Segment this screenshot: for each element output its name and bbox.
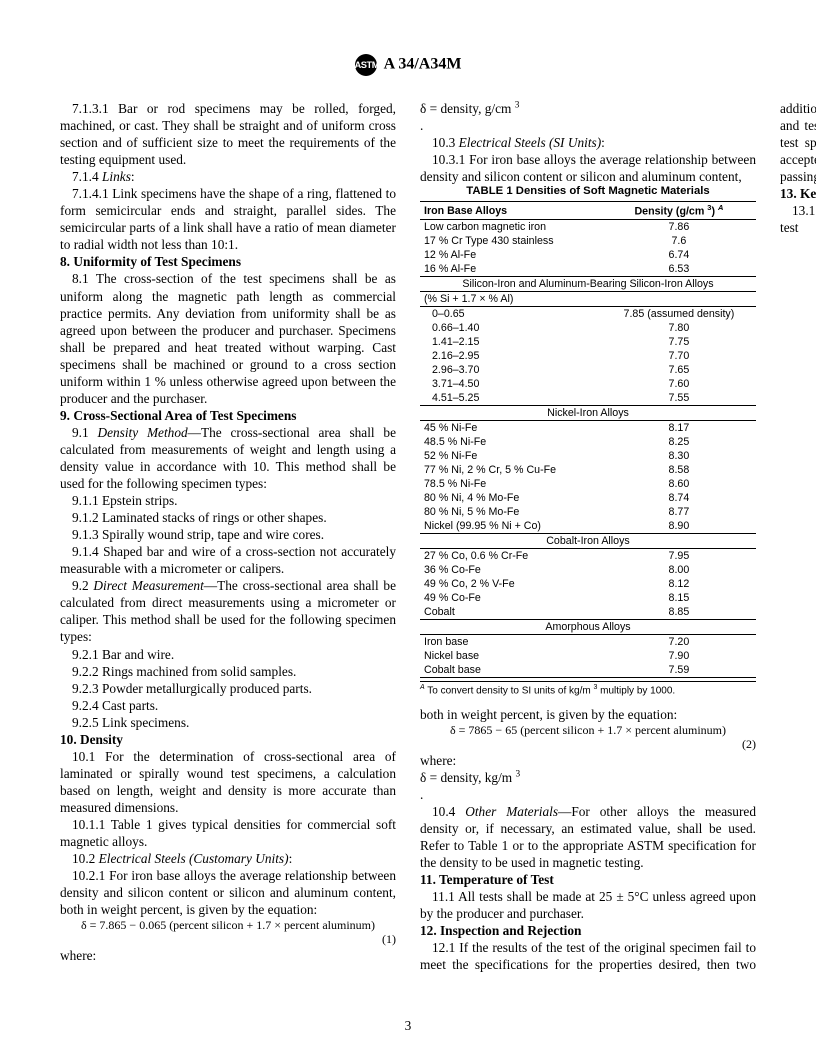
section-10: 10. Density (60, 731, 396, 748)
table-row: 45 % Ni-Fe8.17 (420, 420, 756, 435)
para-91: 9.1 Density Method—The cross-sectional a… (60, 424, 396, 492)
table-row: 2.96–3.707.65 (420, 363, 756, 377)
para-913: 9.1.3 Spirally wound strip, tape and wir… (60, 526, 396, 543)
col-iron-base: Iron Base Alloys (420, 202, 602, 220)
para-1011: 10.1.1 Table 1 gives typical densities f… (60, 816, 396, 850)
para-104: 10.4 Other Materials—For other alloys th… (420, 803, 756, 871)
section-13: 13. Keywords (780, 185, 816, 202)
para-922: 9.2.2 Rings machined from solid samples. (60, 663, 396, 680)
table-row: 1.41–2.157.75 (420, 335, 756, 349)
table-row: 12 % Al-Fe6.74 (420, 248, 756, 262)
table-row: 80 % Ni, 5 % Mo-Fe8.77 (420, 505, 756, 519)
table-row: 4.51–5.257.55 (420, 391, 756, 406)
table-row: 78.5 % Ni-Fe8.60 (420, 477, 756, 491)
para-714: 7.1.4 Links: (60, 168, 396, 185)
ni-head: Nickel-Iron Alloys (420, 405, 756, 420)
para-1031: 10.3.1 For iron base alloys the average … (420, 151, 756, 185)
eq1-num: (1) (382, 932, 396, 946)
table-row: Cobalt8.85 (420, 605, 756, 620)
para-7131: 7.1.3.1 Bar or rod specimens may be roll… (60, 100, 396, 168)
table-row: 0–0.657.85 (assumed density) (420, 306, 756, 321)
table-row: 52 % Ni-Fe8.30 (420, 449, 756, 463)
para-914: 9.1.4 Shaped bar and wire of a cross-sec… (60, 543, 396, 577)
table-row: 36 % Co-Fe8.00 (420, 563, 756, 577)
section-9: 9. Cross-Sectional Area of Test Specimen… (60, 407, 396, 424)
table-footnote: A To convert density to SI units of kg/m… (420, 681, 756, 696)
para-131: 13.1 density; electrical steel; magnetic… (780, 202, 816, 236)
table-row: 2.16–2.957.70 (420, 349, 756, 363)
si-head: Silicon-Iron and Aluminum-Bearing Silico… (420, 276, 756, 291)
equation-1: δ = 7.865 − 0.065 (percent silicon + 1.7… (60, 918, 396, 933)
table-row: 16 % Al-Fe6.53 (420, 262, 756, 277)
section-11: 11. Temperature of Test (420, 871, 756, 888)
para-925: 9.2.5 Link specimens. (60, 714, 396, 731)
table-row: 17 % Cr Type 430 stainless7.6 (420, 234, 756, 248)
links-label: Links (102, 169, 131, 184)
where-2: where: (420, 752, 756, 769)
table-row: 49 % Co, 2 % V-Fe8.12 (420, 577, 756, 591)
table-1: TABLE 1 Densities of Soft Magnetic Mater… (420, 185, 756, 696)
para-101: 10.1 For the determination of cross-sect… (60, 748, 396, 816)
para-912: 9.1.2 Laminated stacks of rings or other… (60, 509, 396, 526)
where-1: where: (60, 947, 396, 964)
table-row: Iron base7.20 (420, 634, 756, 649)
num: 7.1.4 (72, 169, 102, 184)
table-row: 0.66–1.407.80 (420, 321, 756, 335)
table-row: 80 % Ni, 4 % Mo-Fe8.74 (420, 491, 756, 505)
table-row: Nickel (99.95 % Ni + Co)8.90 (420, 519, 756, 534)
para-921: 9.2.1 Bar and wire. (60, 646, 396, 663)
para-103: 10.3 Electrical Steels (SI Units): (420, 134, 756, 151)
para-102: 10.2 Electrical Steels (Customary Units)… (60, 850, 396, 867)
cont-line: both in weight percent, is given by the … (420, 706, 756, 723)
para-1021: 10.2.1 For iron base alloys the average … (60, 867, 396, 918)
astm-logo: ASTM (355, 54, 377, 76)
page-number: 3 (0, 1018, 816, 1034)
table-row: 49 % Co-Fe8.15 (420, 591, 756, 605)
para-911: 9.1.1 Epstein strips. (60, 492, 396, 509)
para-111: 11.1 All tests shall be made at 25 ± 5°C… (420, 888, 756, 922)
table-row: Nickel base7.90 (420, 649, 756, 663)
para-92: 9.2 Direct Measurement—The cross-section… (60, 577, 396, 645)
section-8: 8. Uniformity of Test Specimens (60, 253, 396, 270)
equation-2: δ = 7865 − 65 (percent silicon + 1.7 × p… (420, 723, 756, 738)
table-row: Low carbon magnetic iron7.86 (420, 219, 756, 234)
si-sub: (% Si + 1.7 × % Al) (420, 291, 602, 306)
para-81: 8.1 The cross-section of the test specim… (60, 270, 396, 406)
table-row: Cobalt base7.59 (420, 663, 756, 678)
table-row: 48.5 % Ni-Fe8.25 (420, 435, 756, 449)
section-12: 12. Inspection and Rejection (420, 922, 756, 939)
col-density: Density (g/cm 3) A (602, 202, 756, 220)
standard-designation: A 34/A34M (384, 56, 462, 73)
para-923: 9.2.3 Powder metallurgically produced pa… (60, 680, 396, 697)
table-row: 27 % Co, 0.6 % Cr-Fe7.95 (420, 548, 756, 563)
am-head: Amorphous Alloys (420, 619, 756, 634)
eq2-num: (2) (742, 737, 756, 751)
page-header: ASTM A 34/A34M (60, 54, 756, 76)
para-924: 9.2.4 Cast parts. (60, 697, 396, 714)
table-row: 77 % Ni, 2 % Cr, 5 % Cu-Fe8.58 (420, 463, 756, 477)
para-7141: 7.1.4.1 Link specimens have the shape of… (60, 185, 396, 253)
co-head: Cobalt-Iron Alloys (420, 533, 756, 548)
table-row: 3.71–4.507.60 (420, 377, 756, 391)
table-title: TABLE 1 Densities of Soft Magnetic Mater… (420, 185, 756, 197)
